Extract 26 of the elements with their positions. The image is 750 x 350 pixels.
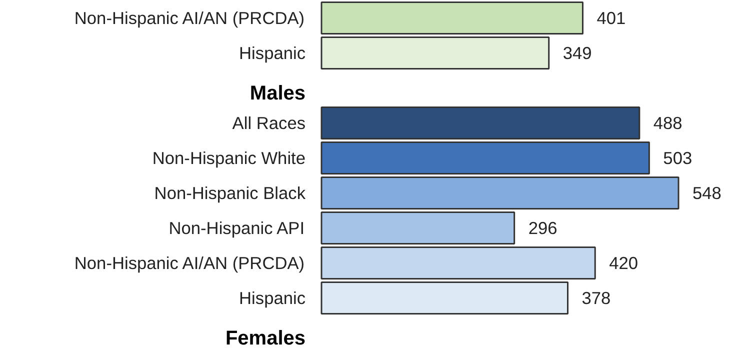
- y-tick-label: All Races: [232, 113, 306, 133]
- bar: [320, 36, 550, 70]
- bar: [320, 212, 516, 244]
- y-tick-label: Hispanic: [239, 43, 306, 63]
- bar: [320, 2, 584, 34]
- y-tick-label: Non-Hispanic API: [168, 218, 305, 238]
- bar: [320, 282, 568, 314]
- y-tick-label: Non-Hispanic AI/AN (PRCDA): [74, 253, 305, 273]
- data-label: 488: [653, 113, 682, 133]
- text: Males: [250, 82, 306, 104]
- y-tick-label: Non-Hispanic White: [152, 148, 306, 168]
- data-label: 420: [609, 253, 638, 273]
- data-label: 503: [663, 148, 692, 168]
- bar: [320, 246, 596, 280]
- data-label: 378: [582, 288, 611, 308]
- y-tick-label: Non-Hispanic Black: [154, 183, 306, 203]
- data-label: 296: [528, 218, 558, 238]
- data-label: 401: [596, 8, 626, 28]
- data-label: 349: [562, 43, 592, 63]
- bar: [320, 106, 640, 140]
- y-tick-label: Hispanic: [239, 288, 306, 308]
- data-label: 548: [692, 183, 722, 203]
- y-tick-label: Non-Hispanic AI/AN (PRCDA): [74, 8, 305, 28]
- bar: [320, 176, 680, 210]
- text: Females: [225, 327, 306, 350]
- bar: [320, 142, 650, 174]
